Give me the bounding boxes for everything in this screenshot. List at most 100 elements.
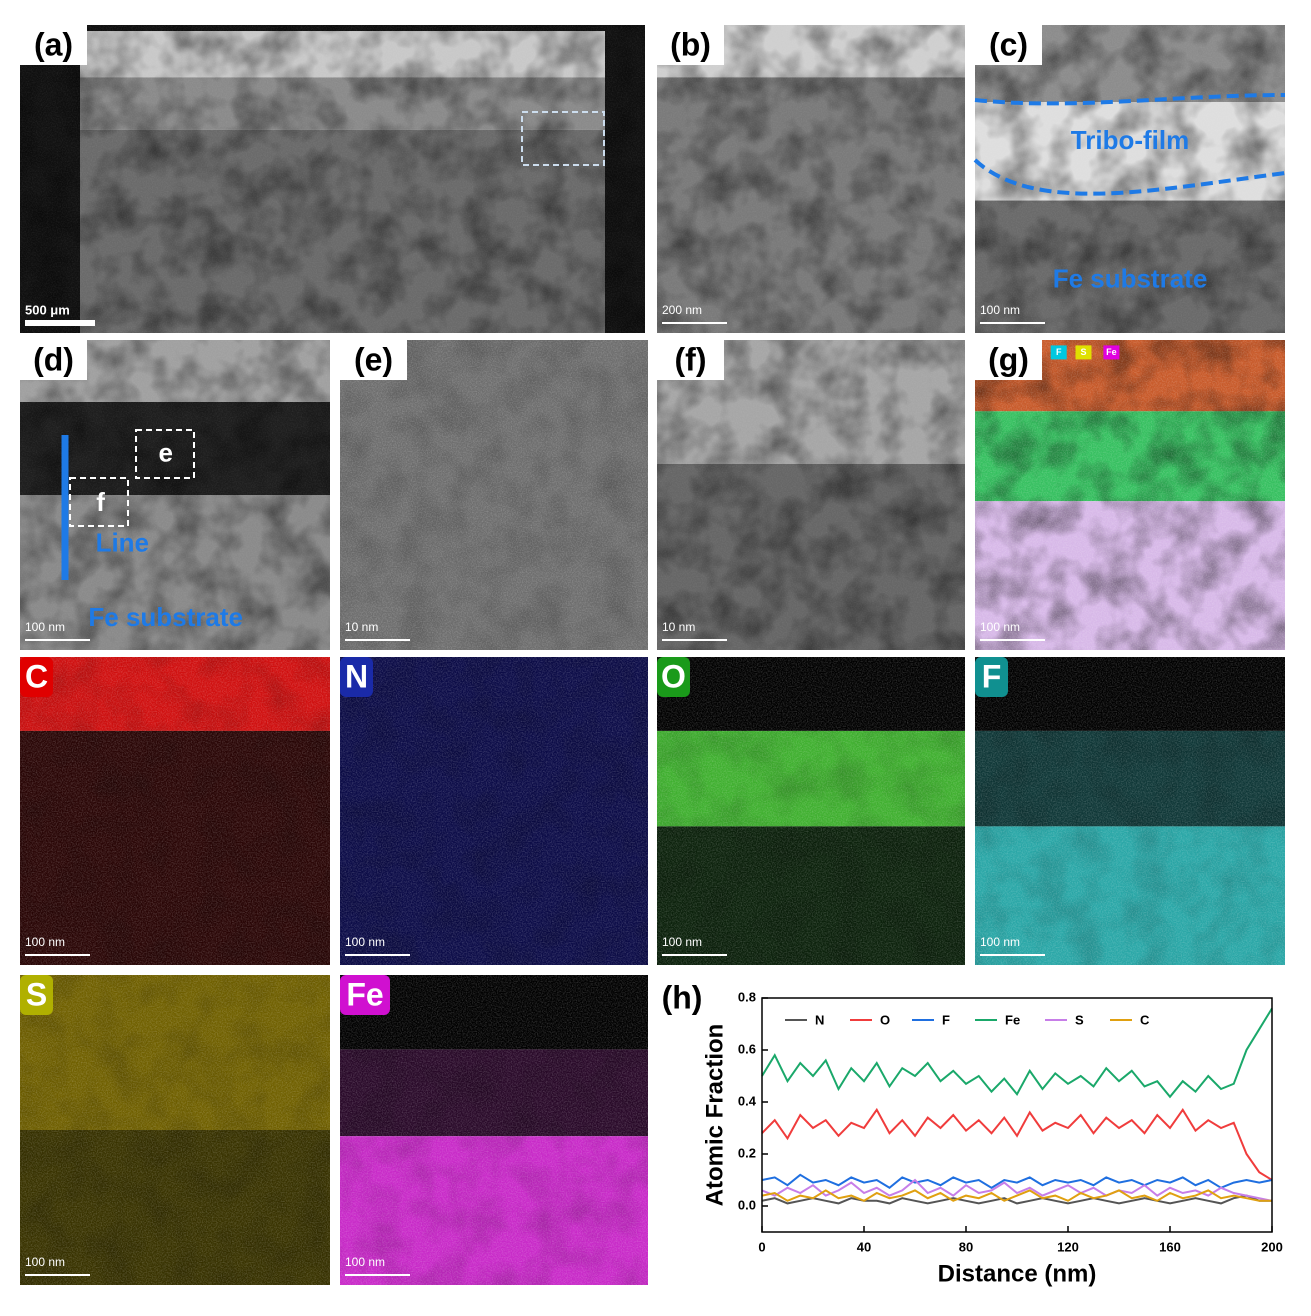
legend-swatch [1050, 345, 1067, 360]
y-tick-label: 0.6 [738, 1041, 756, 1056]
legend-label: N [815, 1012, 824, 1027]
texture [340, 340, 648, 650]
image-panel: Fe 100 nm [340, 975, 648, 1285]
image-panel: F 100 nm [975, 657, 1285, 965]
panel-label: F [982, 658, 1002, 694]
data-line [761, 1194, 1272, 1205]
image-panel: N 100 nm [340, 657, 648, 965]
panel-label: (g) [988, 341, 1029, 377]
label-box [340, 975, 390, 1015]
annotation: Fe [1106, 347, 1117, 357]
panel-label: (c) [989, 26, 1028, 62]
label-box [20, 340, 87, 380]
texture [20, 657, 330, 965]
data-line [761, 1173, 1273, 1190]
x-tick-label: 200 [1261, 1239, 1283, 1254]
image-panel: (d) 100 nm e f Line Fe substrate [20, 340, 330, 650]
panel-label: C [25, 658, 48, 694]
annotation: F [1056, 347, 1062, 357]
image-panel: (c) 100 nm Tribo-film Fe substrate [973, 25, 1286, 333]
scale-label: 100 nm [345, 1255, 385, 1269]
x-tick-label: 120 [1057, 1239, 1079, 1254]
plot-frame [761, 997, 1273, 1233]
texture [975, 25, 1285, 333]
annotation: Tribo-film [1071, 125, 1189, 155]
panel-label: (d) [33, 341, 74, 377]
image-panel: (a) 500 μm [20, 25, 645, 333]
legend-swatch [1103, 345, 1120, 360]
annotation: Line [96, 527, 149, 557]
texture [657, 340, 965, 650]
label-box [975, 340, 1042, 380]
annotation: Fe substrate [1053, 264, 1208, 294]
image-panel: (b) 200 nm [657, 25, 965, 333]
label-box [975, 25, 1042, 65]
y-tick-label: 0.8 [738, 989, 756, 1004]
annotation: S [1080, 347, 1086, 357]
texture [20, 25, 645, 333]
y-tick-label: 0.4 [738, 1093, 757, 1108]
annotation: Fe substrate [88, 602, 243, 632]
label-box [20, 657, 53, 697]
texture [340, 975, 648, 1285]
texture [20, 975, 330, 1285]
panel-label: (a) [34, 26, 73, 62]
panel-label: Fe [346, 976, 383, 1012]
x-tick-label: 160 [1159, 1239, 1181, 1254]
label-box [657, 657, 690, 697]
y-tick-label: 0.2 [738, 1145, 756, 1160]
annotation: e [158, 438, 172, 468]
x-tick-label: 0 [758, 1239, 765, 1254]
scale-label: 100 nm [662, 935, 702, 949]
legend-label: Fe [1005, 1012, 1020, 1027]
data-line [761, 1189, 1272, 1202]
scale-label: 500 μm [25, 302, 70, 317]
annotation: f [96, 487, 105, 517]
legend-swatch [1075, 345, 1092, 360]
selection-box [135, 429, 195, 479]
data-line [761, 1178, 1273, 1202]
scale-label: 100 nm [25, 935, 65, 949]
legend-label: S [1075, 1012, 1084, 1027]
scale-label: 200 nm [662, 303, 702, 317]
scale-label: 100 nm [980, 935, 1020, 949]
legend-label: F [942, 1012, 950, 1027]
selection-box [521, 111, 605, 166]
scale-label: 100 nm [980, 303, 1020, 317]
label-box [657, 340, 724, 380]
label-box [20, 975, 53, 1015]
x-tick-label: 80 [959, 1239, 973, 1254]
panel-label: (e) [354, 341, 393, 377]
scale-label: 10 nm [662, 620, 695, 634]
film-boundary [973, 93, 1286, 196]
panel-label: (b) [670, 26, 711, 62]
image-panel: O 100 nm [657, 657, 965, 965]
texture [657, 25, 965, 333]
panel-label: (h) [662, 979, 703, 1015]
panel-label: N [345, 658, 368, 694]
x-axis-title: Distance (nm) [938, 1260, 1097, 1287]
label-box [20, 25, 87, 65]
data-line [761, 1107, 1273, 1181]
scale-label: 100 nm [25, 1255, 65, 1269]
texture [975, 657, 1285, 965]
image-panel: (f) 10 nm [657, 340, 965, 650]
scale-label: 10 nm [345, 620, 378, 634]
texture [20, 340, 330, 650]
data-line [761, 1007, 1273, 1099]
label-box [657, 25, 724, 65]
image-panel: C 100 nm [20, 657, 330, 965]
label-box [975, 657, 1008, 697]
image-panel: (e) 10 nm [340, 340, 648, 650]
selection-box [69, 477, 129, 527]
x-tick-label: 40 [857, 1239, 871, 1254]
panel-label: S [26, 976, 47, 1012]
texture [340, 657, 648, 965]
scale-label: 100 nm [980, 620, 1020, 634]
y-axis-title: Atomic Fraction [701, 1024, 728, 1207]
texture [657, 657, 965, 965]
legend-label: O [880, 1012, 890, 1027]
image-panel: S 100 nm [20, 975, 330, 1285]
y-tick-label: 0.0 [738, 1197, 756, 1212]
